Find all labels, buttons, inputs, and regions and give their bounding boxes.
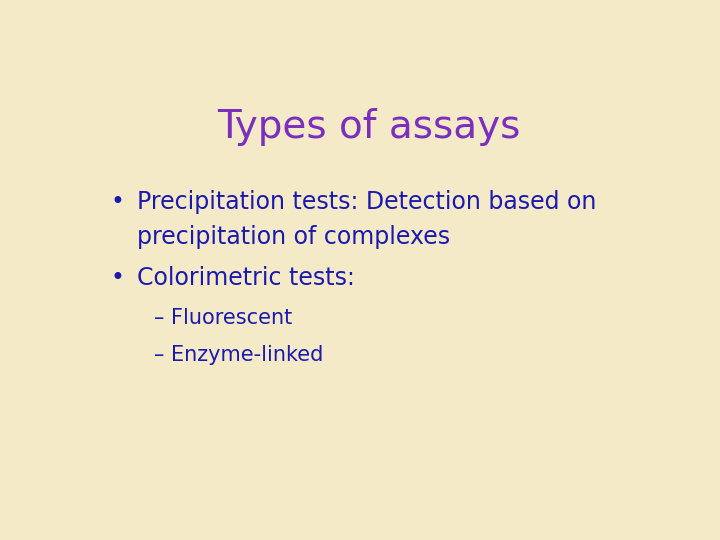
Text: Colorimetric tests:: Colorimetric tests: (138, 266, 355, 291)
Text: – Fluorescent: – Fluorescent (154, 308, 292, 328)
Text: precipitation of complexes: precipitation of complexes (138, 225, 451, 249)
Text: •: • (111, 266, 125, 291)
Text: Types of assays: Types of assays (217, 109, 521, 146)
Text: •: • (111, 190, 125, 213)
Text: Precipitation tests: Detection based on: Precipitation tests: Detection based on (138, 190, 597, 213)
Text: – Enzyme-linked: – Enzyme-linked (154, 346, 323, 366)
